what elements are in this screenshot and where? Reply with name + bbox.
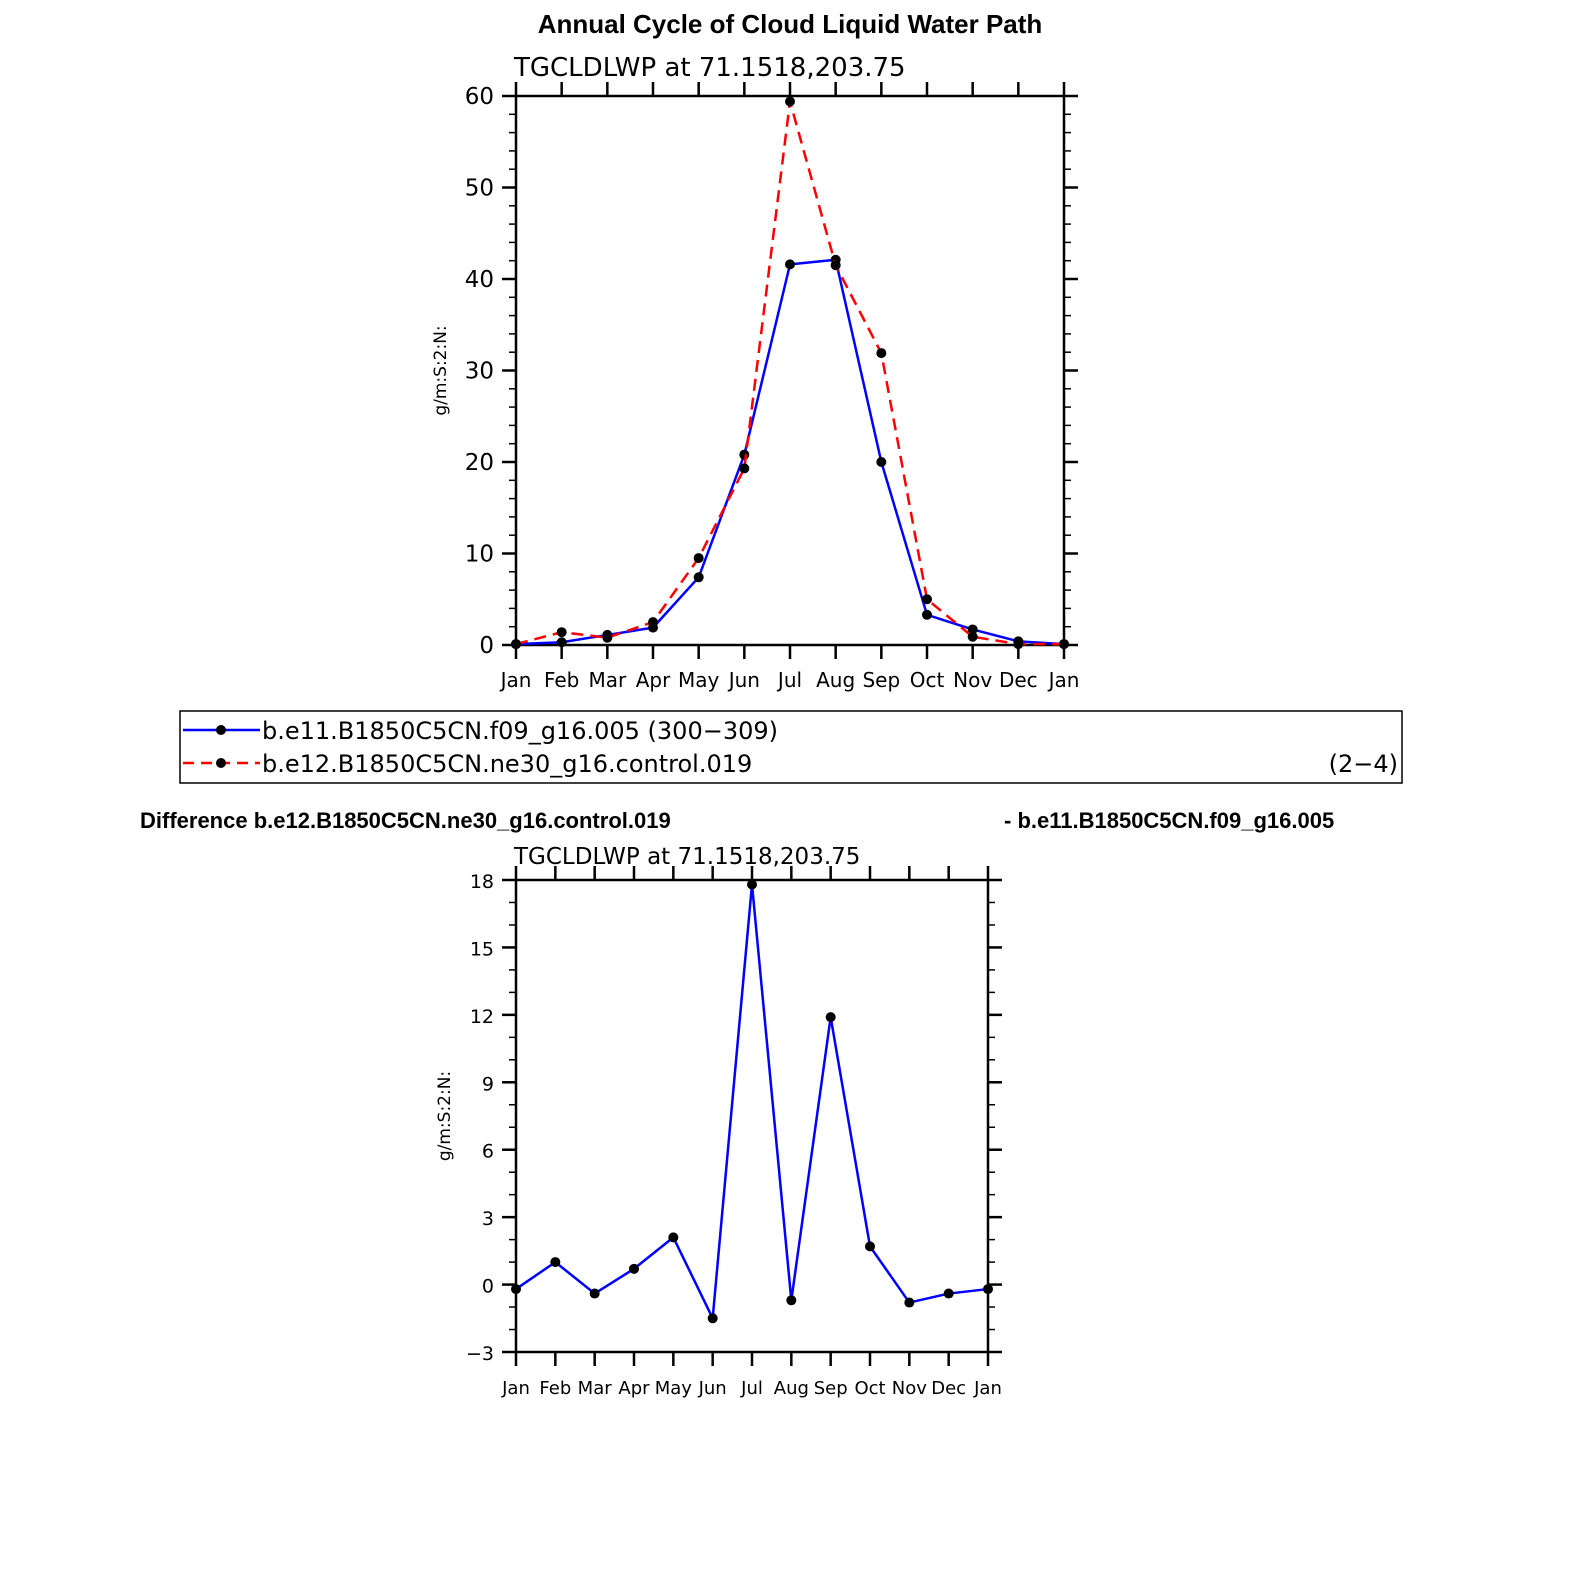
chart1-xtick-label-8: Sep	[862, 668, 900, 692]
legend-marker-1	[216, 725, 226, 735]
chart2-ytick-label-6: 15	[470, 938, 494, 960]
chart1-ytick-label-5: 50	[465, 176, 494, 202]
chart1-ytick-label-6: 60	[465, 84, 494, 110]
chart1-series-2-point-11	[1013, 639, 1024, 650]
chart1-xtick-label-11: Dec	[999, 668, 1038, 692]
top-chart: TGCLDLWP at 71.1518,203.75 0 10 20 30 40 50 60 J…	[431, 53, 1079, 692]
chart2-ytick-label-7: 18	[470, 871, 494, 893]
chart1-xtick-label-7: Aug	[816, 668, 855, 692]
chart1-series-1-point-8	[876, 457, 887, 467]
chart2-ylabel: g/m:S:2:N:	[435, 1071, 455, 1161]
chart1-series-1-point-1	[556, 637, 567, 648]
chart1-series-2-point-1	[556, 627, 567, 638]
chart1-series-1-point-5	[739, 449, 750, 460]
chart2-series-1-point-6	[747, 879, 757, 890]
chart2-xtick-label-4: May	[655, 1378, 693, 1399]
chart1-ytick-label-0: 0	[479, 633, 494, 659]
chart2-ytick-label-2: 3	[482, 1208, 494, 1230]
chart1-series-1-point-4	[693, 572, 704, 583]
legend-suffix-2: (2−4)	[1329, 750, 1398, 778]
diff-title-right: - b.e11.B1850C5CN.f09_g16.005	[1004, 808, 1334, 833]
chart1-ytick-label-1: 10	[465, 542, 494, 568]
chart1-ytick-label-4: 40	[465, 267, 494, 293]
legend: b.e11.B1850C5CN.f09_g16.005 (300−309) b.…	[179, 710, 1403, 784]
chart1-xtick-label-9: Oct	[910, 668, 945, 692]
chart1-series-1-point-10	[967, 624, 978, 635]
chart1-series-2-point-6	[785, 96, 795, 107]
chart2-ytick-label-1: 0	[482, 1276, 494, 1298]
chart1-series-1-point-9	[922, 609, 932, 620]
chart1-xtick-label-3: Apr	[636, 668, 671, 692]
chart1-series-1-line	[515, 258, 1065, 646]
chart2-xtick-label-11: Dec	[931, 1378, 966, 1399]
chart1-xtick-label-10: Nov	[953, 668, 992, 692]
chart1-ytick-label-3: 30	[465, 359, 494, 385]
chart1-xtick-label-12: Jan	[1047, 668, 1080, 692]
chart1-xtick-label-6: Jul	[776, 668, 802, 692]
chart2-xtick-label-0: Jan	[501, 1378, 530, 1399]
chart1-plot-frame	[514, 94, 1066, 647]
chart1-series-2-point-9	[922, 594, 932, 605]
chart1-series-2-point-8	[876, 348, 887, 359]
chart1-series-2-point-3	[648, 617, 658, 628]
chart1-ytick-label-2: 20	[465, 450, 494, 476]
chart2-series-1-point-12	[983, 1284, 993, 1295]
main-title: Annual Cycle of Cloud Liquid Water Path	[538, 9, 1043, 39]
chart2-series-1-point-1	[550, 1257, 561, 1268]
chart1-series-2-point-7	[830, 260, 841, 271]
chart2-series-1-point-7	[786, 1295, 797, 1306]
chart1-series-2-point-2	[602, 632, 613, 643]
chart2-series-1-line	[515, 883, 989, 1320]
chart2-series-1-point-9	[865, 1241, 875, 1252]
chart2-plot-frame	[514, 878, 990, 1354]
chart2-xtick-label-9: Oct	[854, 1378, 885, 1399]
chart2-xtick-label-10: Nov	[892, 1378, 927, 1399]
chart2-ytick-label-0: −3	[466, 1343, 494, 1365]
chart1-ylabel: g/m:S:2:N:	[431, 325, 451, 415]
chart2-xtick-label-12: Jan	[973, 1378, 1002, 1399]
chart2-series-1-point-4	[668, 1232, 679, 1243]
chart2-subtitle: TGCLDLWP at 71.1518,203.75	[513, 844, 860, 870]
chart2-xtick-label-7: Aug	[774, 1378, 809, 1399]
diff-title-left: Difference b.e12.B1850C5CN.ne30_g16.cont…	[140, 808, 671, 833]
chart2-series-1-point-11	[943, 1288, 954, 1299]
chart1-series-2-point-0	[511, 639, 521, 650]
chart1-xtick-label-2: Mar	[588, 668, 627, 692]
chart1-series-1-point-6	[785, 259, 795, 270]
chart1-series-2-point-4	[693, 553, 704, 564]
chart2-series-1-point-0	[511, 1284, 521, 1295]
legend-marker-2	[216, 758, 226, 768]
chart1-series-2-point-10	[967, 631, 978, 642]
chart1-xtick-label-0: Jan	[499, 668, 532, 692]
chart2-series-1-point-10	[904, 1297, 915, 1308]
legend-frame	[179, 710, 1403, 784]
chart1-xtick-label-5: Jun	[727, 668, 760, 692]
chart1-xtick-label-4: May	[678, 668, 720, 692]
difference-chart: TGCLDLWP at 71.1518,203.75 −3 0 3 6 9 12 15 18 Ja…	[435, 844, 1002, 1399]
chart2-ytick-label-4: 9	[482, 1073, 494, 1095]
chart2-xtick-label-6: Jul	[740, 1378, 763, 1399]
chart2-series-1-point-8	[825, 1012, 836, 1023]
chart1-series-2-point-12	[1059, 639, 1069, 650]
legend-label-1: b.e11.B1850C5CN.f09_g16.005 (300−309)	[262, 717, 778, 745]
chart2-xtick-label-8: Sep	[814, 1378, 848, 1399]
chart2-ytick-label-3: 6	[482, 1141, 494, 1163]
chart1-series-2-line	[515, 100, 1064, 646]
chart2-series-1-point-2	[589, 1288, 600, 1299]
chart2-xtick-label-5: Jun	[698, 1378, 727, 1399]
chart2-xtick-label-2: Mar	[578, 1378, 613, 1399]
chart2-series-1-point-3	[629, 1263, 639, 1274]
legend-entry-2: b.e12.B1850C5CN.ne30_g16.control.019 (2−…	[183, 750, 1398, 778]
chart2-ytick-label-5: 12	[470, 1006, 494, 1028]
chart2-xtick-label-1: Feb	[539, 1378, 571, 1399]
legend-label-2: b.e12.B1850C5CN.ne30_g16.control.019	[262, 750, 752, 778]
chart2-xtick-label-3: Apr	[618, 1378, 650, 1399]
chart1-subtitle: TGCLDLWP at 71.1518,203.75	[513, 53, 906, 83]
legend-entry-1: b.e11.B1850C5CN.f09_g16.005 (300−309)	[183, 717, 778, 745]
chart2-series-1-point-5	[707, 1313, 718, 1324]
chart1-xtick-label-1: Feb	[544, 668, 579, 692]
chart1-series-2-point-5	[739, 463, 750, 474]
